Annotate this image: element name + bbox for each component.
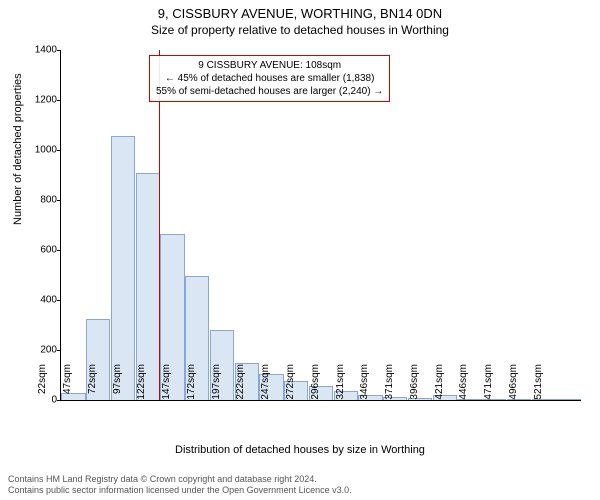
- x-tick-label: 296sqm: [310, 364, 321, 404]
- y-axis-label: Number of detached properties: [12, 73, 24, 225]
- annotation-line: 55% of semi-detached houses are larger (…: [156, 85, 383, 98]
- chart-title: 9, CISSBURY AVENUE, WORTHING, BN14 0DN: [0, 0, 600, 21]
- histogram-bar: [111, 136, 135, 400]
- y-tick-mark: [57, 250, 61, 251]
- y-tick-label: 1000: [35, 145, 57, 156]
- x-tick-label: 97sqm: [112, 364, 123, 404]
- x-tick-label: 172sqm: [186, 364, 197, 404]
- marker-line: [159, 50, 160, 400]
- x-tick-label: 72sqm: [87, 364, 98, 404]
- y-tick-mark: [57, 300, 61, 301]
- y-tick-label: 400: [40, 295, 57, 306]
- y-tick-mark: [57, 350, 61, 351]
- annotation-line: 9 CISSBURY AVENUE: 108sqm: [156, 59, 383, 72]
- x-tick-label: 521sqm: [533, 364, 544, 404]
- x-tick-label: 446sqm: [458, 364, 469, 404]
- x-tick-label: 197sqm: [211, 364, 222, 404]
- y-tick-mark: [57, 200, 61, 201]
- x-axis-label: Distribution of detached houses by size …: [0, 444, 600, 456]
- y-tick-mark: [57, 400, 61, 401]
- y-tick-mark: [57, 150, 61, 151]
- x-tick-label: 222sqm: [235, 364, 246, 404]
- annotation-line: ← 45% of detached houses are smaller (1,…: [156, 72, 383, 85]
- y-tick-mark: [57, 50, 61, 51]
- x-tick-label: 346sqm: [359, 364, 370, 404]
- chart-subtitle: Size of property relative to detached ho…: [0, 21, 600, 37]
- x-tick-label: 471sqm: [483, 364, 494, 404]
- x-tick-label: 371sqm: [384, 364, 395, 404]
- x-tick-label: 421sqm: [434, 364, 445, 404]
- x-tick-label: 22sqm: [37, 364, 48, 404]
- chart-container: 9, CISSBURY AVENUE, WORTHING, BN14 0DN S…: [0, 0, 600, 500]
- y-tick-mark: [57, 100, 61, 101]
- annotation-box: 9 CISSBURY AVENUE: 108sqm← 45% of detach…: [149, 55, 390, 102]
- plot-region: 020040060080010001200140022sqm47sqm72sqm…: [60, 50, 581, 401]
- footer-attribution: Contains HM Land Registry data © Crown c…: [8, 474, 352, 497]
- footer-line1: Contains HM Land Registry data © Crown c…: [8, 474, 352, 485]
- x-tick-label: 272sqm: [285, 364, 296, 404]
- footer-line2: Contains public sector information licen…: [8, 485, 352, 496]
- y-tick-label: 800: [40, 195, 57, 206]
- x-tick-label: 496sqm: [508, 364, 519, 404]
- x-tick-label: 47sqm: [62, 364, 73, 404]
- y-tick-label: 600: [40, 245, 57, 256]
- x-tick-label: 247sqm: [260, 364, 271, 404]
- x-tick-label: 122sqm: [136, 364, 147, 404]
- chart-area: 020040060080010001200140022sqm47sqm72sqm…: [60, 50, 580, 400]
- x-tick-label: 147sqm: [161, 364, 172, 404]
- x-tick-label: 396sqm: [409, 364, 420, 404]
- y-tick-label: 200: [40, 345, 57, 356]
- y-tick-label: 1200: [35, 95, 57, 106]
- histogram-bar: [556, 399, 580, 400]
- y-tick-label: 1400: [35, 45, 57, 56]
- x-tick-label: 321sqm: [335, 364, 346, 404]
